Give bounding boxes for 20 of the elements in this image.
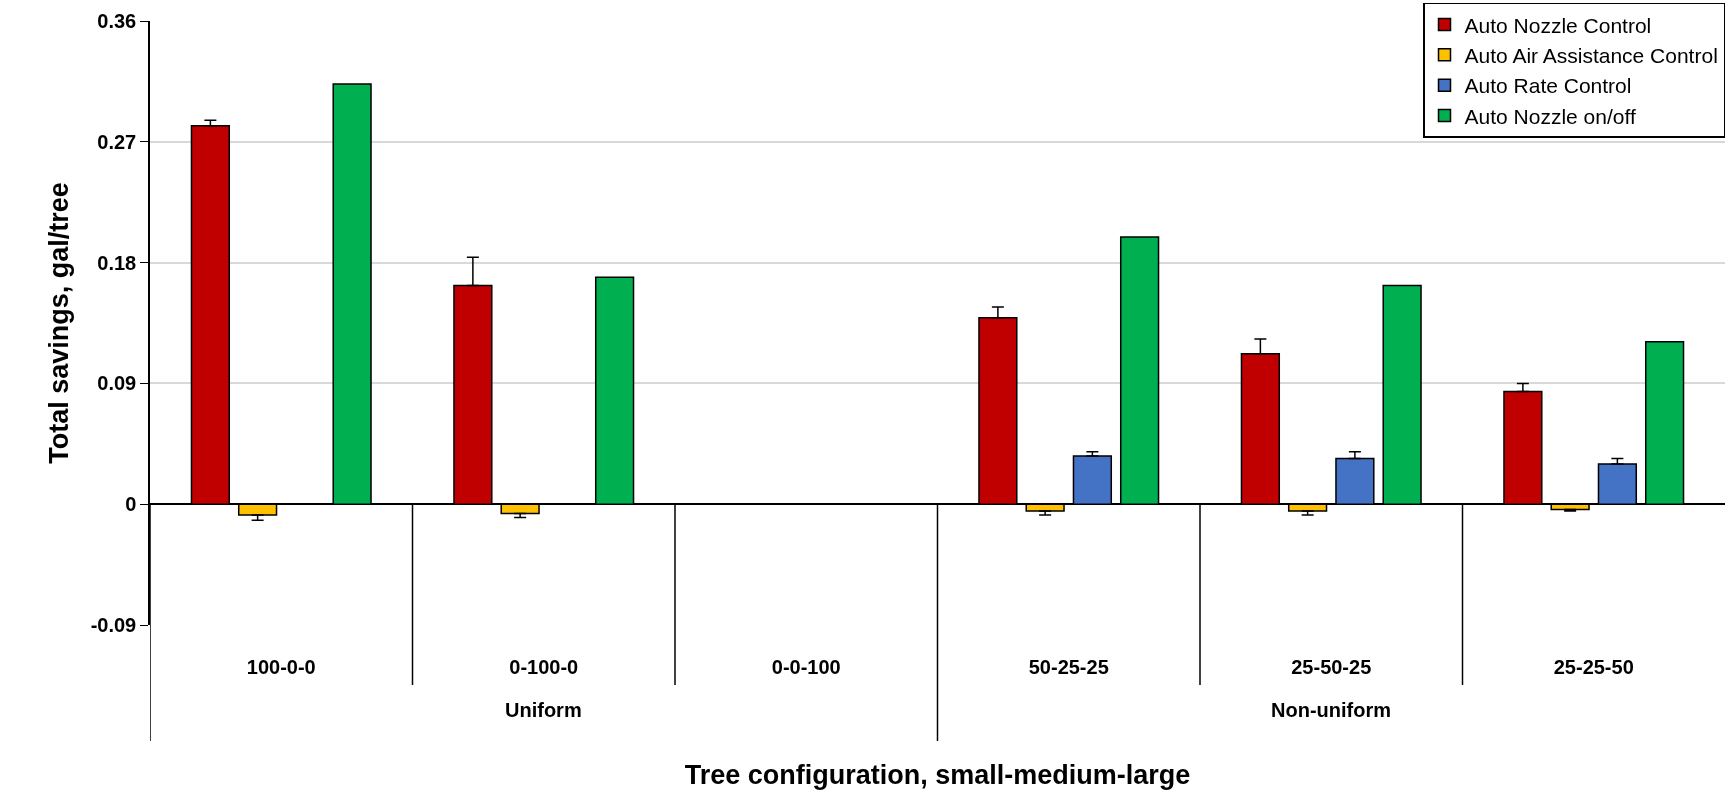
y-axis-title: Total savings, gal/tree xyxy=(44,182,75,464)
text: Uniform xyxy=(505,699,582,721)
x-tick-label: 50-25-25 xyxy=(1028,656,1109,678)
legend-label: Auto Rate Control xyxy=(1464,74,1632,98)
y-tick-label: 0 xyxy=(125,493,137,516)
x-tick-label: 25-25-50 xyxy=(1553,656,1634,678)
legend-label: Auto Nozzle on/off xyxy=(1464,104,1636,128)
y-tick-label: 0.27 xyxy=(97,130,137,153)
text: Non-uniform xyxy=(1271,699,1391,721)
y-tick-label: 0.18 xyxy=(97,251,137,274)
x-tick-label: 0-100-0 xyxy=(509,656,579,678)
y-tick-label: 0.09 xyxy=(97,372,137,395)
x-tick-label: 100-0-0 xyxy=(246,656,316,678)
x-tick-label: 0-0-100 xyxy=(771,656,841,678)
x-tick-label: 25-50-25 xyxy=(1291,656,1372,678)
y-tick-label: -0.09 xyxy=(90,614,137,636)
y-tick-label: 0.36 xyxy=(97,10,137,32)
legend-label: Auto Air Assistance Control xyxy=(1464,44,1718,68)
x-axis-title: Tree configuration, small-medium-large xyxy=(684,760,1191,790)
legend-label: Auto Nozzle Control xyxy=(1464,13,1652,37)
